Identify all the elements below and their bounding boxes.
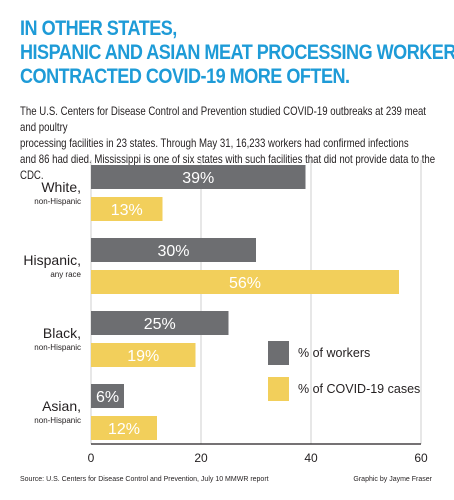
graphic-credit: Graphic by Jayme Fraser [353, 476, 432, 483]
legend-swatch [268, 341, 289, 365]
category-sublabel: non-Hispanic [34, 343, 81, 352]
bar-value-label: 13% [111, 202, 143, 219]
subtitle-line: processing facilities in 23 states. Thro… [20, 137, 409, 150]
category-label: Hispanic, [23, 252, 81, 268]
x-tick-label: 0 [88, 451, 95, 465]
bar [91, 384, 124, 408]
bar-value-label: 19% [127, 348, 159, 365]
bar-value-label: 6% [96, 389, 119, 406]
bar [91, 343, 196, 367]
x-tick-label: 20 [194, 451, 208, 465]
legend-label: % of COVID-19 cases [298, 382, 420, 396]
legend-label: % of workers [298, 346, 370, 360]
bar [91, 238, 256, 262]
chart-subtitle: The U.S. Centers for Disease Control and… [20, 104, 439, 184]
legend-swatch [268, 377, 289, 401]
source-note: Source: U.S. Centers for Disease Control… [20, 476, 269, 483]
bar [91, 197, 163, 221]
bar-value-label: 12% [108, 421, 140, 438]
title-line: IN OTHER STATES, [20, 16, 177, 40]
bar [91, 311, 229, 335]
x-tick-label: 60 [414, 451, 428, 465]
bar-value-label: 56% [229, 275, 261, 292]
category-sublabel: non-Hispanic [34, 416, 81, 425]
category-label: Black, [43, 325, 81, 341]
bar-value-label: 30% [157, 243, 189, 260]
bar [91, 270, 399, 294]
bar-value-label: 25% [144, 316, 176, 333]
bar-value-label: 39% [182, 170, 214, 187]
category-label: Asian, [42, 398, 81, 414]
category-sublabel: non-Hispanic [34, 197, 81, 206]
x-tick-label: 40 [304, 451, 318, 465]
bar [91, 165, 306, 189]
category-sublabel: any race [50, 270, 81, 279]
title-line: CONTRACTED COVID-19 MORE OFTEN. [20, 64, 350, 88]
subtitle-line: and 86 had died. Mississippi is one of s… [20, 153, 436, 182]
category-label: White, [41, 179, 81, 195]
subtitle-line: The U.S. Centers for Disease Control and… [20, 105, 426, 134]
bar [91, 416, 157, 440]
